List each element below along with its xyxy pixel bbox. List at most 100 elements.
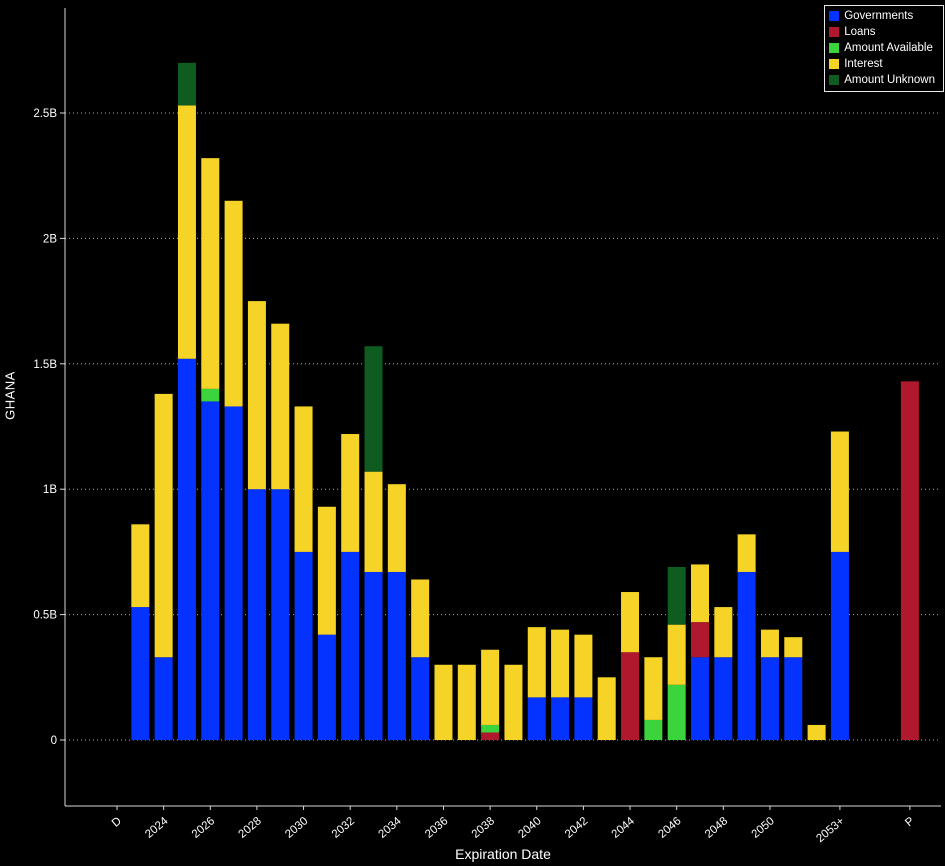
x-tick-label: 2044 <box>610 815 638 841</box>
bar-segment-interest[interactable] <box>201 158 220 389</box>
bar-segment-governments[interactable] <box>760 657 779 740</box>
bar-segment-interest[interactable] <box>411 579 430 658</box>
bar-segment-interest[interactable] <box>271 323 290 490</box>
bar-segment-amount_available[interactable] <box>644 719 663 740</box>
bar-segment-amount_available[interactable] <box>201 388 220 402</box>
bar-segment-interest[interactable] <box>131 524 150 608</box>
bar-segment-interest[interactable] <box>691 564 709 623</box>
bar-segment-interest[interactable] <box>667 624 686 685</box>
legend-label-amount_unknown: Amount Unknown <box>844 74 935 86</box>
x-tick-label: 2028 <box>237 815 264 841</box>
x-tick-label: 2024 <box>143 815 171 841</box>
y-tick-label: 2.5B <box>33 108 57 120</box>
bar-segment-governments[interactable] <box>527 697 546 740</box>
bar-segment-interest[interactable] <box>294 406 313 552</box>
bar-segment-interest[interactable] <box>364 471 383 572</box>
bar-segment-interest[interactable] <box>760 629 779 658</box>
legend: Governments Loans Amount Available Interest… <box>824 5 944 92</box>
x-axis-title: Expiration Date <box>455 846 551 862</box>
y-tick-label: 0.5B <box>33 610 57 622</box>
x-tick-label: D <box>110 815 124 830</box>
bar-segment-governments[interactable] <box>364 571 383 740</box>
y-tick-label: 2B <box>43 233 57 245</box>
bar-segment-interest[interactable] <box>504 664 523 740</box>
legend-swatch-amount_unknown <box>829 75 840 85</box>
legend-label-amount_available: Amount Available <box>844 42 933 54</box>
bar-segment-governments[interactable] <box>830 551 849 740</box>
bar-segment-governments[interactable] <box>737 571 756 740</box>
bar-segment-interest[interactable] <box>387 484 406 572</box>
y-axis-title: GHANA <box>2 371 18 420</box>
bar-segment-interest[interactable] <box>737 534 756 572</box>
bar-segment-governments[interactable] <box>551 697 570 740</box>
bar-segment-loans[interactable] <box>900 381 919 740</box>
bar-segment-governments[interactable] <box>131 607 150 740</box>
x-tick-label: 2040 <box>516 815 543 841</box>
legend-swatch-loans <box>829 27 840 37</box>
legend-item-amount_unknown[interactable]: Amount Unknown <box>829 72 935 88</box>
bar-segment-governments[interactable] <box>224 406 243 740</box>
bar-segment-interest[interactable] <box>341 434 360 552</box>
bar-segment-interest[interactable] <box>551 629 570 698</box>
bar-segment-interest[interactable] <box>177 105 196 359</box>
legend-item-amount_available[interactable]: Amount Available <box>829 40 935 56</box>
legend-swatch-interest <box>829 59 840 69</box>
bar-segment-governments[interactable] <box>247 489 266 740</box>
x-tick-label: 2026 <box>190 815 217 841</box>
bar-segment-interest[interactable] <box>830 431 849 552</box>
bar-segment-governments[interactable] <box>411 657 430 740</box>
y-tick-label: 0 <box>51 735 57 747</box>
x-tick-label: 2034 <box>376 815 404 841</box>
bar-segment-governments[interactable] <box>784 657 803 740</box>
bar-segment-governments[interactable] <box>714 657 733 740</box>
x-tick-label: 2053+ <box>814 815 847 845</box>
legend-swatch-amount_available <box>829 43 840 53</box>
x-tick-label: 2046 <box>656 815 683 841</box>
bar-segment-governments[interactable] <box>341 551 360 740</box>
bar-segment-governments[interactable] <box>154 657 173 740</box>
bar-segment-governments[interactable] <box>294 551 313 740</box>
bar-segment-governments[interactable] <box>201 401 220 740</box>
bar-segment-amount_available[interactable] <box>481 724 500 733</box>
legend-label-governments: Governments <box>844 10 914 22</box>
bar-segment-amount_unknown[interactable] <box>667 566 686 625</box>
bar-segment-interest[interactable] <box>784 637 803 658</box>
x-tick-label: 2036 <box>423 815 450 841</box>
bar-segment-amount_available[interactable] <box>667 684 686 740</box>
legend-swatch-governments <box>829 11 840 21</box>
legend-label-interest: Interest <box>844 58 883 70</box>
bar-segment-interest[interactable] <box>434 664 453 740</box>
legend-item-interest[interactable]: Interest <box>829 56 935 72</box>
bar-segment-loans[interactable] <box>691 622 709 658</box>
x-tick-label: P <box>903 815 917 829</box>
bar-segment-governments[interactable] <box>574 697 593 740</box>
bar-segment-interest[interactable] <box>597 677 616 740</box>
legend-item-governments[interactable]: Governments <box>829 8 935 24</box>
bar-segment-interest[interactable] <box>714 607 733 658</box>
bar-segment-governments[interactable] <box>387 571 406 740</box>
bar-segment-interest[interactable] <box>224 200 243 407</box>
bar-segment-interest[interactable] <box>247 301 266 490</box>
bar-segment-amount_unknown[interactable] <box>364 346 383 472</box>
bar-segment-interest[interactable] <box>807 724 826 740</box>
bar-segment-loans[interactable] <box>621 652 640 740</box>
bar-segment-governments[interactable] <box>271 489 290 740</box>
legend-item-loans[interactable]: Loans <box>829 24 935 40</box>
bar-segment-interest[interactable] <box>527 627 546 698</box>
bar-segment-interest[interactable] <box>317 506 336 635</box>
bar-segment-interest[interactable] <box>457 664 476 740</box>
x-tick-label: 2050 <box>750 815 777 841</box>
bar-segment-governments[interactable] <box>691 657 709 740</box>
bar-segment-interest[interactable] <box>154 393 173 658</box>
bar-segment-interest[interactable] <box>481 649 500 725</box>
x-tick-label: 2030 <box>283 815 310 841</box>
bar-segment-amount_unknown[interactable] <box>177 62 196 106</box>
bar-segment-loans[interactable] <box>481 732 500 740</box>
bar-segment-interest[interactable] <box>644 657 663 720</box>
bar-segment-interest[interactable] <box>574 634 593 698</box>
bar-segment-governments[interactable] <box>317 634 336 740</box>
bar-segment-interest[interactable] <box>621 592 640 653</box>
bar-segment-governments[interactable] <box>177 358 196 740</box>
